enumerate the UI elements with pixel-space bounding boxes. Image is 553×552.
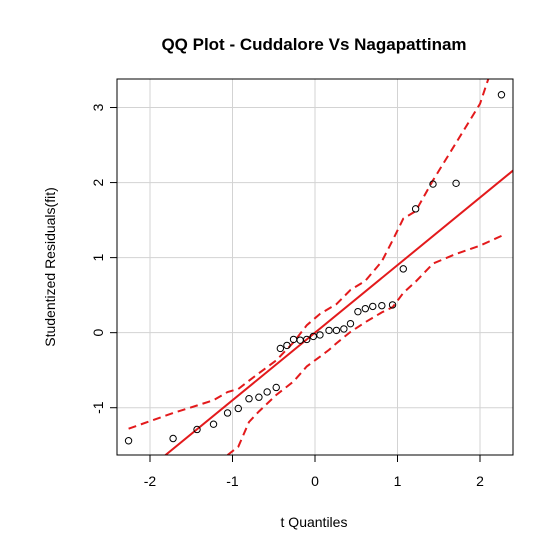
data-point bbox=[452, 179, 460, 188]
plot-content bbox=[124, 79, 513, 455]
y-tick-label: 2 bbox=[90, 178, 106, 186]
data-point bbox=[309, 332, 318, 341]
data-point bbox=[245, 395, 253, 403]
data-point bbox=[378, 301, 386, 310]
x-tick-label: 1 bbox=[394, 473, 402, 489]
data-point bbox=[193, 425, 201, 434]
y-axis: -1 0 1 2 3 bbox=[90, 103, 117, 414]
x-tick-label: 2 bbox=[476, 473, 484, 489]
x-axis: -2 -1 0 1 2 bbox=[144, 455, 484, 489]
data-point bbox=[263, 388, 271, 396]
data-point bbox=[497, 91, 506, 99]
y-tick-label: -1 bbox=[90, 401, 106, 414]
data-point bbox=[283, 341, 291, 350]
x-axis-label: t Quantiles bbox=[281, 514, 348, 530]
y-tick-label: 0 bbox=[90, 329, 106, 337]
data-point bbox=[276, 344, 285, 353]
data-point bbox=[388, 301, 397, 309]
envelope-upper bbox=[128, 79, 490, 430]
envelope-lower bbox=[226, 234, 502, 455]
reference-line bbox=[164, 169, 513, 455]
data-point bbox=[361, 304, 370, 313]
data-point bbox=[223, 409, 232, 417]
data-point bbox=[354, 307, 362, 316]
data-point bbox=[209, 420, 218, 428]
x-tick-label: 0 bbox=[311, 473, 319, 489]
data-point bbox=[340, 325, 348, 333]
data-point bbox=[169, 434, 177, 443]
data-point bbox=[303, 335, 311, 344]
data-point bbox=[124, 437, 133, 445]
y-axis-label: Studentized Residuals(fit) bbox=[42, 187, 58, 347]
data-point bbox=[369, 302, 377, 311]
y-tick-label: 1 bbox=[90, 254, 106, 262]
x-tick-label: -2 bbox=[144, 473, 157, 489]
data-point bbox=[234, 404, 242, 413]
chart-title: QQ Plot - Cuddalore Vs Nagapattinam bbox=[161, 35, 466, 54]
data-point bbox=[332, 326, 341, 335]
y-tick-label: 3 bbox=[90, 103, 106, 111]
grid-lines bbox=[117, 79, 513, 455]
data-point bbox=[289, 335, 298, 344]
data-point bbox=[429, 180, 437, 188]
data-point bbox=[296, 336, 304, 344]
data-point bbox=[411, 205, 420, 213]
x-tick-label: -1 bbox=[226, 473, 239, 489]
data-point bbox=[399, 265, 407, 273]
data-point bbox=[325, 326, 333, 335]
data-point bbox=[346, 319, 355, 328]
data-point bbox=[272, 383, 280, 392]
data-point bbox=[255, 393, 263, 401]
data-point bbox=[316, 331, 324, 339]
